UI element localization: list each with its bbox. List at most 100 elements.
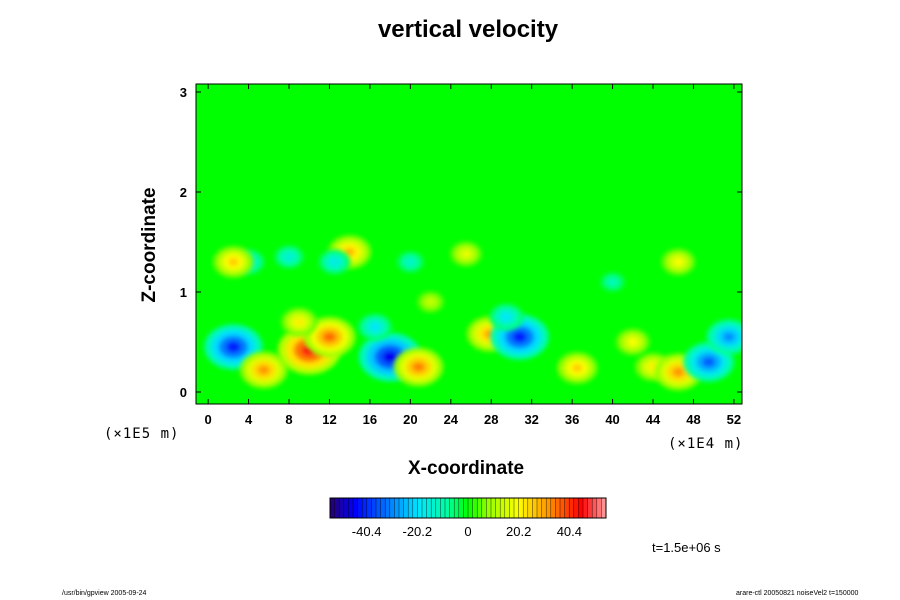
colorbar-cell xyxy=(546,498,552,518)
colorbar-cell xyxy=(477,498,483,518)
footer-left: /usr/bin/gpview 2005-09-24 xyxy=(62,590,147,597)
colorbar-cell xyxy=(587,498,593,518)
colorbar-tick-label: 40.4 xyxy=(557,524,582,539)
y-tick-label: 2 xyxy=(180,185,187,200)
colorbar-cell xyxy=(573,498,579,518)
colorbar-cell xyxy=(509,498,515,518)
colorbar-cell xyxy=(463,498,469,518)
heatmap-feature xyxy=(274,245,304,269)
colorbar-tick-label: -20.2 xyxy=(402,524,432,539)
colorbar-cell xyxy=(330,498,335,518)
colorbar-cell xyxy=(514,498,519,518)
heatmap-feature xyxy=(240,351,288,389)
colorbar-cell xyxy=(518,498,524,518)
colorbar-cell xyxy=(371,498,377,518)
heatmap-feature xyxy=(489,303,524,331)
colorbar-cell xyxy=(454,498,460,518)
colorbar-cell xyxy=(412,498,418,518)
colorbar-cell xyxy=(366,498,372,518)
x-tick-label: 24 xyxy=(444,412,459,427)
x-tick-label: 40 xyxy=(605,412,619,427)
heatmap-feature xyxy=(204,324,263,370)
heatmap-feature xyxy=(683,342,734,382)
x-axis-label: X-coordinate xyxy=(408,458,525,479)
colorbar-cell xyxy=(486,498,492,518)
x-tick-label: 32 xyxy=(524,412,538,427)
y-tick-label: 1 xyxy=(180,285,187,300)
colorbar-cell xyxy=(596,498,602,518)
colorbar-cell xyxy=(385,498,391,518)
x-tick-label: 52 xyxy=(727,412,741,427)
colorbar-cell xyxy=(578,498,584,518)
colorbar-cell xyxy=(527,498,533,518)
colorbar-cell xyxy=(504,498,510,518)
heatmap-feature xyxy=(615,328,650,356)
y-tick-label: 3 xyxy=(180,85,187,100)
x-tick-label: 16 xyxy=(363,412,377,427)
colorbar-cell xyxy=(541,498,547,518)
x-tick-label: 28 xyxy=(484,412,498,427)
heatmap-feature xyxy=(303,316,356,358)
y-axis-label: Z-coordinate xyxy=(139,187,160,303)
y-unit-label: (×1E5 m) xyxy=(104,426,180,442)
heatmap-feature xyxy=(599,272,626,292)
colorbar-cell xyxy=(445,498,450,518)
x-tick-label: 20 xyxy=(403,412,417,427)
colorbar-cell xyxy=(601,498,607,518)
heatmap-feature xyxy=(416,291,445,313)
plot-frame xyxy=(195,83,743,405)
colorbar-cell xyxy=(394,498,400,518)
colorbar-tick-label: 20.2 xyxy=(506,524,531,539)
colorbar-cell xyxy=(435,498,441,518)
colorbar-cell xyxy=(408,498,414,518)
y-axis: 0 1 2 3 xyxy=(180,85,742,400)
heatmap-feature xyxy=(357,313,392,341)
colorbar: -40.4 -20.2 0 20.2 40.4 xyxy=(329,497,607,539)
colorbar-cell xyxy=(564,498,570,518)
colorbar-cell xyxy=(523,498,529,518)
colorbar-cell xyxy=(389,498,395,518)
colorbar-cell xyxy=(555,498,561,518)
colorbar-cell xyxy=(431,498,437,518)
colorbar-cell xyxy=(362,498,368,518)
x-tick-label: 48 xyxy=(686,412,700,427)
colorbar-cell xyxy=(357,498,363,518)
colorbar-cell xyxy=(532,498,538,518)
colorbar-cell xyxy=(491,498,496,518)
colorbar-cell xyxy=(334,498,340,518)
colorbar-cell xyxy=(426,498,432,518)
colorbar-cell xyxy=(500,498,506,518)
time-label: t=1.5e+06 s xyxy=(652,540,721,555)
colorbar-cell xyxy=(472,498,478,518)
heatmap-feature xyxy=(393,347,444,387)
heatmap-feature xyxy=(396,251,425,273)
colorbar-tick-label: -40.4 xyxy=(352,524,382,539)
colorbar-cell xyxy=(481,498,487,518)
x-tick-label: 0 xyxy=(205,412,212,427)
heatmap-feature xyxy=(661,248,696,276)
colorbar-tick-label: 0 xyxy=(464,524,471,539)
colorbar-cell xyxy=(583,498,588,518)
colorbar-cell xyxy=(440,498,446,518)
colorbar-cell xyxy=(403,498,409,518)
colorbar-cell xyxy=(458,498,464,518)
x-unit-label: (×1E4 m) xyxy=(668,436,744,452)
x-tick-label: 12 xyxy=(322,412,336,427)
colorbar-cell xyxy=(537,498,542,518)
colorbar-cell xyxy=(399,498,404,518)
heatmap-layer xyxy=(204,235,742,391)
colorbar-cell xyxy=(376,498,381,518)
colorbar-cell xyxy=(569,498,575,518)
x-tick-label: 44 xyxy=(646,412,661,427)
x-axis: 0 4 8 12 16 20 24 28 32 36 40 44 48 52 xyxy=(205,84,741,427)
heatmap-feature xyxy=(281,307,318,337)
colorbar-cell xyxy=(449,498,455,518)
colorbar-cell xyxy=(343,498,349,518)
colorbar-frame xyxy=(329,497,607,519)
x-tick-label: 8 xyxy=(285,412,292,427)
colorbar-cell xyxy=(417,498,423,518)
colorbar-cell xyxy=(468,498,473,518)
heatmap-feature xyxy=(556,352,598,384)
heatmap-feature xyxy=(706,319,742,355)
